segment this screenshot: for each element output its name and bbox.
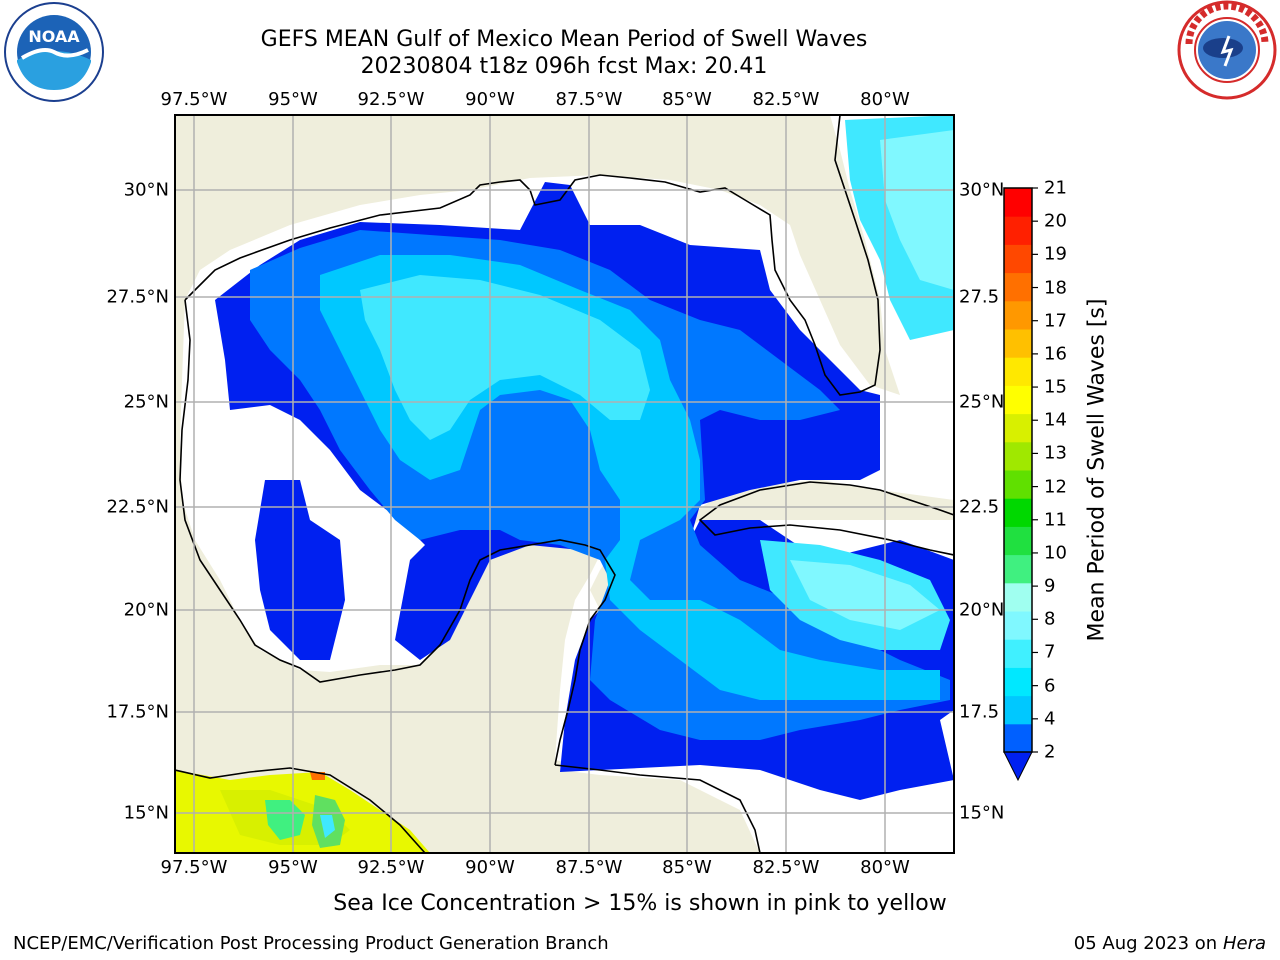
lon-label-top: 80°W bbox=[860, 89, 910, 110]
lat-label-right: 30°N bbox=[959, 179, 1005, 201]
colorbar-bin bbox=[1004, 385, 1032, 415]
lat-label-left: 20°N bbox=[123, 599, 169, 621]
colorbar-tick-label: 12 bbox=[1044, 476, 1067, 498]
lon-label-bottom: 92.5°W bbox=[357, 857, 425, 878]
colorbar-tick-label: 20 bbox=[1044, 210, 1067, 232]
colorbar-tick-label: 17 bbox=[1044, 310, 1067, 332]
noaa-logo-text: NOAA bbox=[28, 27, 80, 46]
national-weather-service-logo-icon bbox=[1177, 0, 1277, 100]
chart-subtitle: 20230804 t18z 096h fcst Max: 20.41 bbox=[360, 54, 768, 79]
lat-label-left: 27.5°N bbox=[106, 286, 169, 308]
colorbar-bin bbox=[1004, 723, 1032, 753]
lat-label-left: 17.5°N bbox=[106, 701, 169, 723]
colorbar-tick-label: 14 bbox=[1044, 409, 1067, 431]
pacific-swell-green bbox=[265, 800, 305, 840]
colorbar-bin bbox=[1004, 413, 1032, 443]
lon-label-top: 90°W bbox=[465, 89, 515, 110]
lon-label-bottom: 82.5°W bbox=[752, 857, 820, 878]
map-gridlines bbox=[175, 115, 954, 853]
colorbar-tick-label: 11 bbox=[1044, 509, 1067, 531]
lon-label-top: 85°W bbox=[662, 89, 712, 110]
footer-branch: NCEP/EMC/Verification Post Processing Pr… bbox=[13, 933, 609, 954]
coastline-cuba bbox=[698, 481, 954, 556]
colorbar-bin bbox=[1004, 470, 1032, 499]
colorbar-bin bbox=[1004, 554, 1032, 584]
colorbar-bin bbox=[1004, 357, 1032, 386]
lat-label-right: 20°N bbox=[959, 599, 1005, 621]
footer-machine: Hera bbox=[1222, 933, 1266, 954]
lon-label-bottom: 85°W bbox=[662, 857, 712, 878]
lat-label-left: 25°N bbox=[123, 391, 169, 413]
lon-label-top: 92.5°W bbox=[357, 89, 425, 110]
colorbar-tick-label: 2 bbox=[1044, 741, 1056, 763]
coastline-pacific bbox=[175, 767, 426, 853]
colorbar-label: Mean Period of Swell Waves [s] bbox=[1084, 298, 1110, 642]
colorbar-tick-label: 21 bbox=[1044, 177, 1067, 199]
lon-label-top: 87.5°W bbox=[555, 89, 623, 110]
colorbar-bin bbox=[1004, 329, 1032, 358]
pacific-swell-cyan bbox=[320, 815, 335, 838]
swell-field-8s-caribbean bbox=[790, 560, 940, 630]
colorbar-bin bbox=[1004, 300, 1032, 330]
lat-label-right: 27.5 bbox=[959, 286, 1000, 308]
colorbar-bin bbox=[1004, 526, 1032, 556]
colorbar-extend-triangle bbox=[1003, 751, 1033, 782]
lat-label-right: 17.5 bbox=[959, 701, 1000, 723]
colorbar-tick-label: 4 bbox=[1044, 708, 1056, 730]
colorbar-bin bbox=[1004, 272, 1032, 302]
noaa-logo-icon: NOAA bbox=[4, 2, 104, 102]
colorbar-bin bbox=[1004, 244, 1032, 274]
lat-label-left: 22.5°N bbox=[106, 496, 169, 518]
footer-date: 05 Aug 2023 on Hera bbox=[1074, 933, 1266, 954]
chart-title: GEFS MEAN Gulf of Mexico Mean Period of … bbox=[260, 27, 868, 52]
lon-label-bottom: 80°W bbox=[860, 857, 910, 878]
lat-label-right: 22.5 bbox=[959, 496, 1000, 518]
colorbar-bin bbox=[1004, 498, 1032, 527]
lat-label-right: 15°N bbox=[959, 802, 1005, 824]
colorbar-tick-label: 7 bbox=[1044, 641, 1056, 663]
colorbar-tick-label: 6 bbox=[1044, 675, 1056, 697]
colorbar-tick-label: 13 bbox=[1044, 442, 1067, 464]
lon-label-bottom: 97.5°W bbox=[160, 857, 228, 878]
coastline bbox=[184, 115, 881, 396]
lat-label-left: 15°N bbox=[123, 802, 169, 824]
colorbar-bin bbox=[1004, 695, 1032, 725]
colorbar-bin bbox=[1004, 611, 1032, 640]
colorbar-tick-label: 9 bbox=[1044, 575, 1056, 597]
lon-label-top: 82.5°W bbox=[752, 89, 820, 110]
lon-label-bottom: 90°W bbox=[465, 857, 515, 878]
colorbar-bin bbox=[1004, 216, 1032, 245]
colorbar-tick-label: 18 bbox=[1044, 277, 1067, 299]
colorbar-bin bbox=[1004, 667, 1032, 697]
footer-date-text: 05 Aug 2023 on bbox=[1073, 933, 1218, 954]
lat-label-left: 30°N bbox=[123, 179, 169, 201]
colorbar-tick-label: 19 bbox=[1044, 243, 1067, 265]
colorbar-bin bbox=[1004, 639, 1032, 668]
coastline-mexico bbox=[179, 299, 616, 766]
colorbar-tick-label: 16 bbox=[1044, 343, 1067, 365]
lon-label-bottom: 87.5°W bbox=[555, 857, 623, 878]
sea-ice-note: Sea Ice Concentration > 15% is shown in … bbox=[333, 891, 947, 916]
colorbar-bin bbox=[1004, 188, 1032, 217]
lat-label-right: 25°N bbox=[959, 391, 1005, 413]
colorbar-bin bbox=[1004, 441, 1032, 471]
lon-label-top: 95°W bbox=[268, 89, 318, 110]
swell-field-7s bbox=[360, 275, 650, 440]
coastline-central-america bbox=[554, 764, 761, 853]
colorbar-tick-label: 10 bbox=[1044, 542, 1067, 564]
colorbar-bin bbox=[1004, 582, 1032, 612]
colorbar-tick-label: 8 bbox=[1044, 608, 1056, 630]
swell-field-8s-atlantic bbox=[880, 130, 954, 290]
map-frame bbox=[174, 114, 955, 854]
lon-label-bottom: 95°W bbox=[268, 857, 318, 878]
colorbar-tick-label: 15 bbox=[1044, 376, 1067, 398]
swell-field-2s-west bbox=[255, 480, 345, 660]
lon-label-top: 97.5°W bbox=[160, 89, 228, 110]
